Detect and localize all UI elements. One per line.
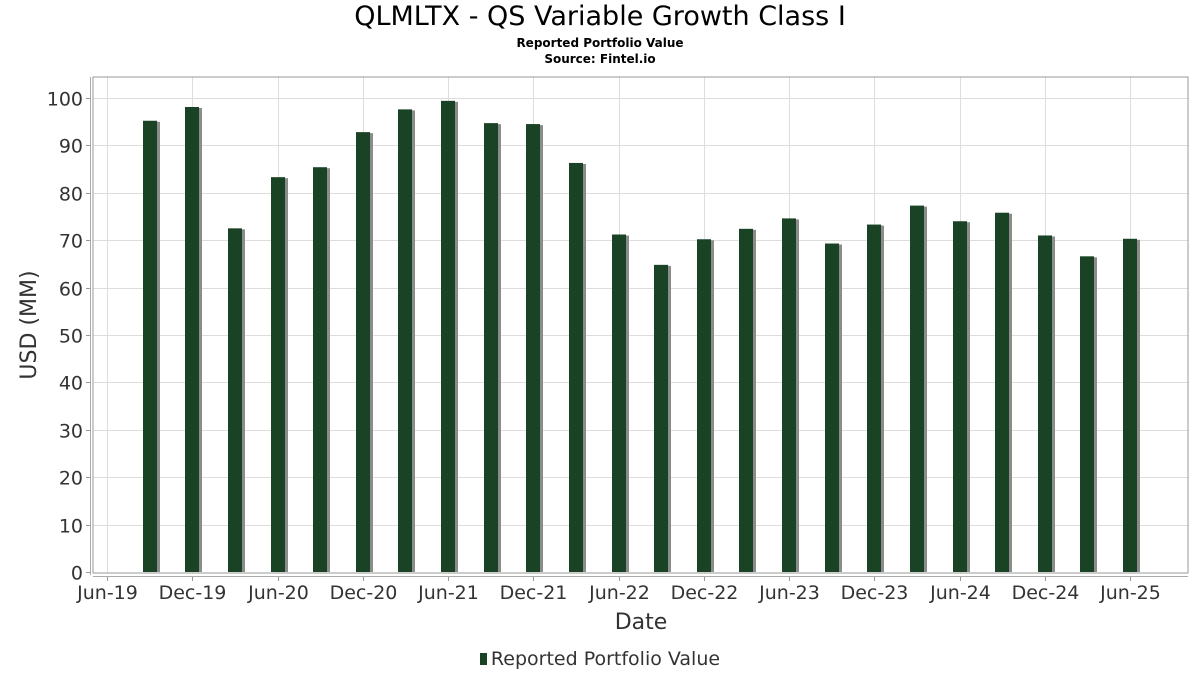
chart-subtitle: Reported Portfolio Value	[516, 36, 684, 50]
bar: Sep-21: 94.7	[484, 123, 498, 572]
x-tick-label: Jun-24	[929, 582, 991, 604]
bar: Dec-21: 94.5	[526, 124, 540, 572]
y-tick-label: 80	[59, 184, 83, 206]
legend-swatch	[479, 653, 487, 665]
bar: Mar-25: 66.6	[1080, 256, 1094, 572]
y-tick-label: 40	[59, 373, 83, 395]
bar: Jun-20: 83.3	[271, 177, 285, 572]
chart-title: QLMLTX - QS Variable Growth Class I	[354, 1, 846, 32]
bar: Sep-24: 75.8	[995, 212, 1009, 572]
bars-group: Sep-19: 95.2 Dec-19: 98.1 Mar-20: 72.5 Jun-…	[143, 100, 1140, 573]
y-tick-label: 0	[71, 563, 83, 585]
bar: Dec-23: 73.3	[867, 224, 881, 573]
chart-source: Source: Fintel.io	[544, 52, 656, 66]
x-tick-label: Dec-20	[330, 582, 398, 604]
y-tick-label: 50	[59, 326, 83, 348]
y-tick-label: 10	[59, 516, 83, 538]
bar: Sep-23: 69.3	[825, 243, 839, 572]
x-tick-label: Dec-24	[1012, 582, 1080, 604]
plot-frame	[92, 76, 1189, 574]
y-tick-label: 100	[47, 89, 83, 111]
x-tick-label: Jun-20	[247, 582, 309, 604]
grid-lines	[93, 77, 1188, 573]
bar: Dec-20: 92.8	[356, 132, 370, 573]
bar: Dec-22: 70.2	[697, 239, 711, 572]
bar: Mar-20: 72.5	[228, 228, 242, 572]
y-tick-label: 70	[59, 231, 83, 253]
bar: Jun-25: 70.3	[1123, 238, 1137, 572]
bar: Mar-24: 77.3	[910, 205, 924, 572]
x-tick-label: Jun-19	[76, 582, 138, 604]
bar: Sep-20: 85.4	[313, 167, 327, 573]
bar: Jun-21: 99.4	[441, 100, 455, 573]
bar: Mar-21: 97.6	[398, 109, 412, 572]
bar: Jun-23: 74.6	[782, 218, 796, 572]
y-axis: 0 10 20 30 40 50 60 70 80 90 100	[47, 77, 91, 585]
bar: Mar-22: 86.3	[569, 162, 583, 573]
x-tick-label: Dec-23	[841, 582, 909, 604]
bar: Dec-24: 71	[1038, 235, 1052, 572]
bar: Sep-19: 95.2	[143, 120, 157, 572]
bar: Dec-19: 98.1	[185, 107, 199, 573]
x-tick-label: Jun-21	[417, 582, 479, 604]
x-axis-label: Date	[615, 610, 668, 635]
bar: Sep-22: 64.8	[654, 264, 668, 572]
y-tick-label: 90	[59, 136, 83, 158]
legend: Reported Portfolio Value	[0, 648, 1200, 670]
x-tick-label: Dec-19	[159, 582, 227, 604]
x-axis: Jun-19 Dec-19 Jun-20 Dec-20 Jun-21 Dec-21 Jun-…	[76, 576, 1188, 604]
legend-label: Reported Portfolio Value	[490, 648, 721, 670]
bar: Jun-22: 71.2	[612, 234, 626, 572]
y-axis-label: USD (MM)	[17, 270, 42, 379]
x-tick-label: Jun-25	[1099, 582, 1161, 604]
y-tick-label: 60	[59, 279, 83, 301]
x-tick-label: Jun-23	[758, 582, 820, 604]
y-tick-label: 30	[59, 421, 83, 443]
bar: Jun-24: 74	[953, 221, 967, 573]
x-tick-label: Jun-22	[588, 582, 650, 604]
bar: Mar-23: 72.4	[739, 228, 753, 572]
x-tick-label: Dec-21	[500, 582, 568, 604]
x-tick-label: Dec-22	[671, 582, 739, 604]
y-tick-label: 20	[59, 468, 83, 490]
